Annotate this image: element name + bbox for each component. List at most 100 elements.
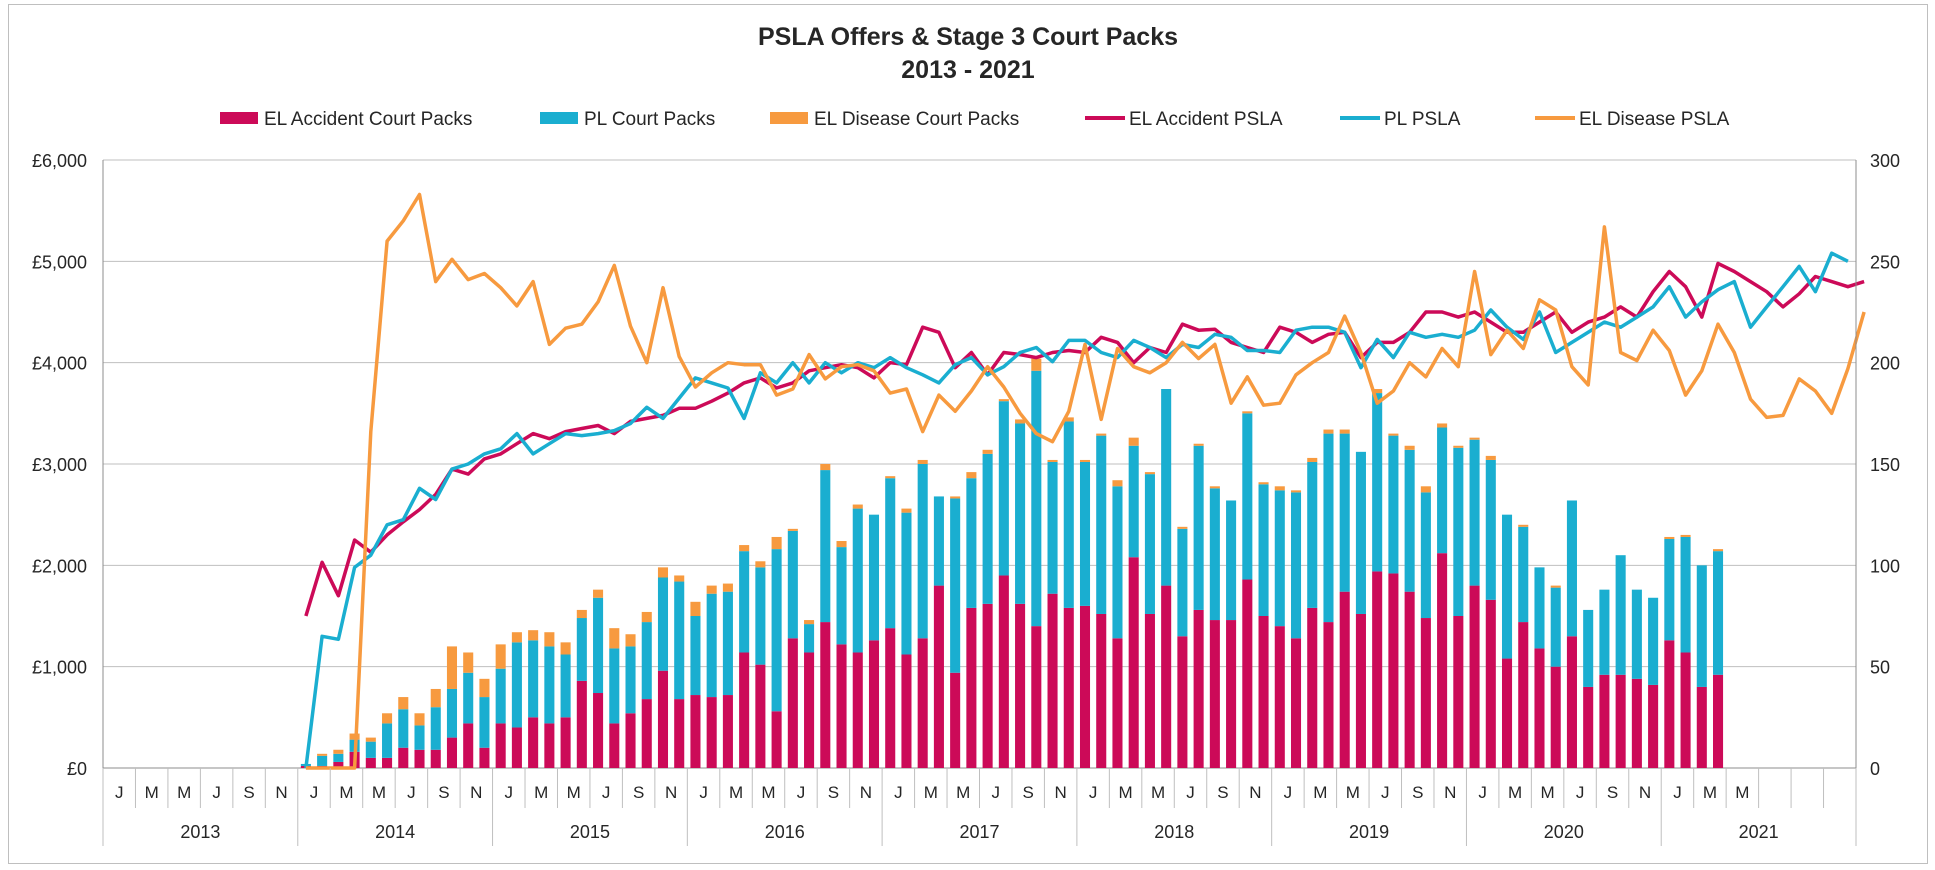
x-month-label: M [729, 783, 743, 802]
x-month-label: M [1313, 783, 1327, 802]
bar-segment [1339, 433, 1350, 592]
x-month-label: S [1412, 783, 1423, 802]
bar-segment [1047, 461, 1058, 594]
bar-segment [593, 589, 604, 598]
bar-segment [1112, 480, 1123, 487]
bar-segment [495, 668, 506, 724]
x-month-label: N [1249, 783, 1261, 802]
bar-segment [739, 545, 750, 552]
bar-segment [755, 664, 766, 768]
bar-segment [917, 638, 928, 768]
bar-segment [1031, 626, 1042, 768]
bar-segment [1713, 549, 1724, 552]
bar-segment [365, 757, 376, 768]
x-year-label: 2016 [765, 822, 805, 842]
bar-segment [1096, 435, 1107, 614]
legend-swatch [540, 112, 578, 124]
bar-segment [771, 711, 782, 768]
bar-segment [1128, 445, 1139, 558]
y-left-tick-label: £5,000 [32, 252, 87, 272]
bar-segment [576, 680, 587, 768]
x-month-label: S [828, 783, 839, 802]
bar-segment [1177, 636, 1188, 768]
bar-segment [852, 508, 863, 653]
bar-segment [511, 642, 522, 728]
bar-segment [1615, 674, 1626, 768]
bar-segment [966, 607, 977, 768]
x-month-label: S [243, 783, 254, 802]
bar-segment [333, 761, 344, 768]
bar-segment [966, 472, 977, 479]
bar-segment [804, 624, 815, 653]
bar-segment [333, 753, 344, 762]
legend-swatch [220, 112, 258, 124]
bar-segment [1047, 593, 1058, 768]
bar-segment [1112, 486, 1123, 639]
bar-segment [1063, 417, 1074, 422]
bar-segment [1307, 607, 1318, 768]
bar-segment [1339, 591, 1350, 768]
bar-segment [852, 504, 863, 509]
bar-segment [836, 541, 847, 548]
x-month-label: J [991, 783, 1000, 802]
bar-segment [1177, 526, 1188, 529]
x-month-label: M [1151, 783, 1165, 802]
x-month-label: J [1186, 783, 1195, 802]
x-year-label: 2015 [570, 822, 610, 842]
x-month-label: J [1089, 783, 1098, 802]
bar-segment [1096, 613, 1107, 768]
bar-segment [1323, 622, 1334, 768]
bar-segment [1047, 459, 1058, 462]
bar-segment [1437, 553, 1448, 768]
x-month-label: M [1508, 783, 1522, 802]
bar-segment [933, 585, 944, 768]
bar-segment [1680, 534, 1691, 537]
bar-segment [982, 603, 993, 768]
bar-segment [1534, 567, 1545, 649]
bar-segment [674, 699, 685, 768]
bar-segment [1290, 490, 1302, 493]
bar-segment [382, 713, 393, 724]
bar-segment [430, 749, 441, 768]
bar-segment [479, 697, 490, 748]
bar-segment [544, 632, 555, 647]
bar-segment [430, 707, 441, 750]
bar-segment [1193, 609, 1204, 768]
bar-segment [1323, 429, 1334, 434]
bar-segment [706, 697, 717, 768]
bar-segment [398, 747, 409, 768]
legend-swatch [770, 112, 808, 124]
bar-segment [1469, 439, 1480, 586]
bar-segment [1420, 618, 1431, 768]
x-month-label: J [1381, 783, 1390, 802]
bar-segment [414, 749, 425, 768]
bar-segment [787, 530, 798, 639]
bar-segment [901, 654, 912, 768]
legend-label: PL Court Packs [584, 109, 715, 130]
bar-segment [1290, 492, 1302, 639]
x-month-label: M [372, 783, 386, 802]
bar-segment [1258, 484, 1269, 616]
x-month-label: J [1478, 783, 1487, 802]
bar-segment [836, 644, 847, 768]
bar-segment [414, 725, 425, 750]
x-month-label: M [1735, 783, 1749, 802]
bar-segment [1258, 616, 1269, 768]
bar-segment [1209, 486, 1220, 489]
x-year-label: 2020 [1544, 822, 1584, 842]
bar-segment [950, 672, 961, 768]
bar-segment [609, 628, 620, 649]
bar-series [300, 358, 1724, 768]
bar-segment [1388, 573, 1399, 768]
bar-segment [1339, 429, 1350, 434]
bar-segment [1437, 427, 1448, 554]
bar-segment [966, 478, 977, 608]
x-month-label: J [1284, 783, 1293, 802]
bar-segment [1274, 490, 1285, 627]
y-right-tick-label: 300 [1870, 151, 1900, 171]
bar-segment [706, 585, 717, 594]
bar-segment [1648, 684, 1659, 768]
bar-segment [560, 717, 571, 768]
bar-segment [1144, 613, 1155, 768]
y-right-tick-label: 200 [1870, 354, 1900, 374]
